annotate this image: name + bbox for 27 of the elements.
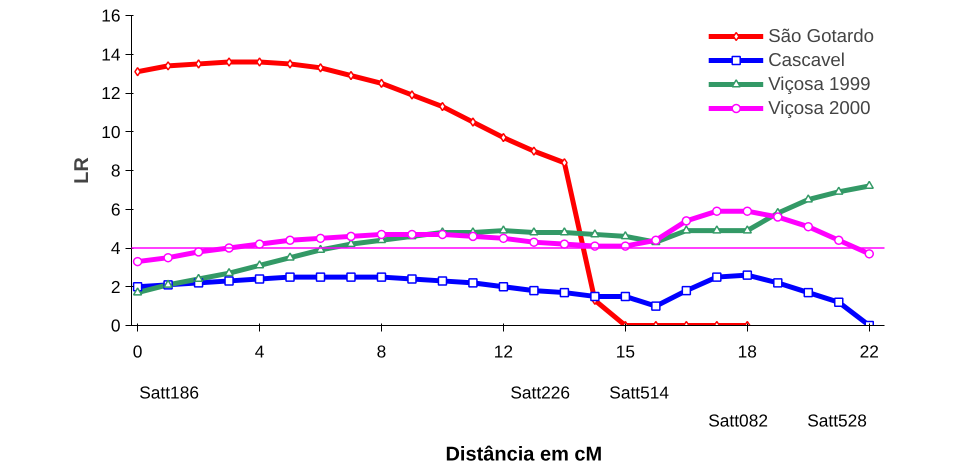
y-tick-label: 12 [101,83,121,103]
y-tick-label: 2 [110,276,121,297]
x-tick-label: 8 [376,342,386,362]
x-tick-label: 22 [860,342,879,362]
text: Satt186 [139,382,199,402]
x-tick-label: 15 [616,342,636,362]
legend-label: Viçosa 1999 [768,73,871,95]
text: Satt528 [807,410,867,430]
y-tick-label: 6 [110,199,121,220]
text: Satt226 [510,382,570,402]
y-tick-label: 8 [110,160,121,180]
legend-label: Cascavel [768,49,845,71]
x-tick-label: 18 [738,342,757,362]
y-axis-title: LR [71,156,94,184]
y-tick-label: 0 [110,316,121,336]
legend-label: Viçosa 2000 [768,97,871,119]
text: Satt082 [708,410,768,430]
y-tick-label: 4 [110,238,121,258]
x-tick-label: 4 [254,342,265,362]
y-tick-label: 16 [101,6,121,26]
x-tick-label: 12 [494,342,514,362]
x-axis-title: Distância em cM [445,444,602,466]
y-tick-label: 10 [101,122,121,142]
text: Satt514 [609,382,670,402]
legend-label: São Gotardo [768,25,874,47]
x-tick-label: 0 [132,342,142,362]
y-tick-label: 14 [101,44,121,64]
